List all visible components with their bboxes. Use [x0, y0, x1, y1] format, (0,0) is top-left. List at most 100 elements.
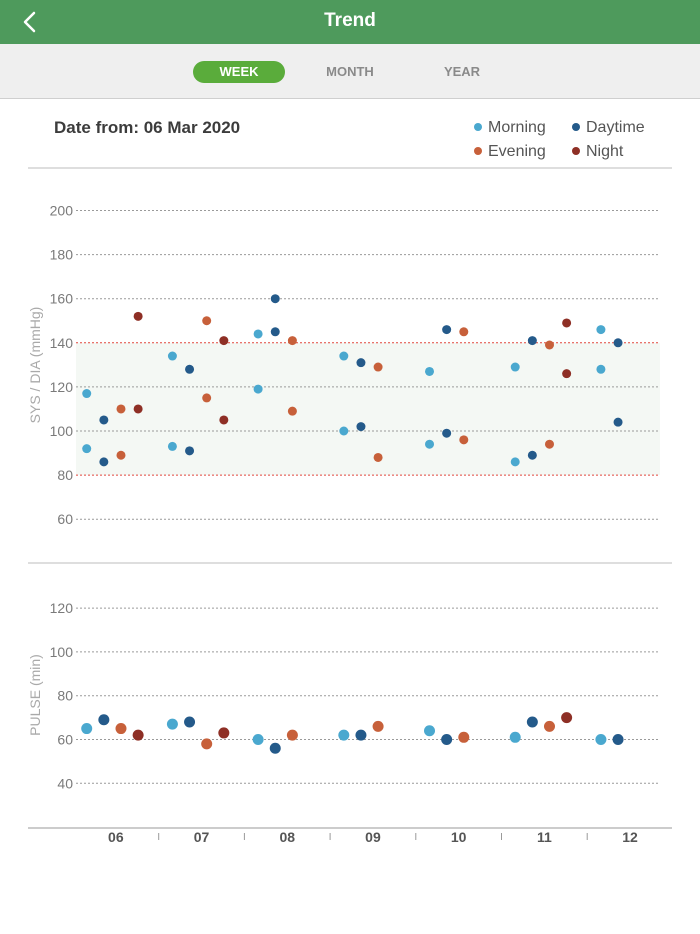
data-point-morning — [82, 444, 92, 454]
data-point-daytime — [269, 742, 281, 754]
data-point-evening — [458, 731, 470, 743]
data-point-daytime — [441, 734, 453, 745]
normal-range-band — [76, 342, 660, 476]
x-tick-label: 08 — [279, 829, 295, 845]
data-point-morning — [167, 351, 177, 361]
data-point-daytime — [185, 364, 195, 374]
data-point-daytime — [527, 336, 537, 346]
y-tick-label: 100 — [50, 423, 74, 439]
legend-morning-dot-icon — [474, 122, 482, 131]
data-point-evening — [373, 452, 383, 462]
data-point-night — [218, 727, 230, 739]
data-point-daytime — [184, 716, 196, 728]
data-point-night — [219, 415, 229, 425]
data-point-night — [562, 318, 572, 328]
data-point-morning — [425, 439, 435, 449]
y-tick-label: 180 — [50, 247, 74, 263]
data-point-daytime — [356, 358, 366, 368]
data-point-evening — [202, 393, 212, 403]
data-point-morning — [338, 729, 350, 741]
data-point-morning — [510, 362, 520, 372]
data-point-evening — [116, 404, 126, 414]
legend-daytime-label: Daytime — [586, 119, 645, 136]
legend-daytime-dot-icon — [572, 122, 580, 131]
data-point-night — [133, 311, 143, 321]
data-point-morning — [253, 384, 263, 394]
tab-year[interactable]: YEAR — [443, 64, 481, 79]
data-point-morning — [167, 441, 177, 451]
data-point-morning — [82, 389, 92, 399]
data-point-daytime — [270, 327, 280, 337]
legend-night-dot-icon — [572, 146, 580, 155]
date-from-label: Date from: 06 Mar 2020 — [54, 118, 241, 137]
data-point-morning — [510, 457, 520, 467]
data-point-morning — [595, 734, 607, 745]
data-point-daytime — [99, 457, 109, 467]
data-point-evening — [286, 729, 298, 741]
data-point-evening — [459, 435, 469, 445]
data-point-night — [133, 404, 143, 414]
x-tick-label: 11 — [537, 829, 552, 845]
header-bar: Trend — [0, 0, 700, 44]
data-point-morning — [166, 718, 178, 730]
data-point-evening — [287, 406, 297, 416]
y-tick-label: 120 — [50, 600, 74, 616]
x-tick-label: 10 — [451, 829, 467, 845]
data-point-evening — [201, 738, 213, 750]
y-tick-label: 100 — [50, 644, 74, 660]
data-point-evening — [115, 723, 127, 735]
data-point-night — [132, 729, 144, 741]
y-tick-label: 60 — [57, 511, 73, 527]
data-point-evening — [202, 316, 212, 326]
data-point-morning — [252, 734, 264, 745]
legend-night-label: Night — [586, 143, 624, 160]
data-point-night — [562, 369, 572, 379]
data-point-evening — [287, 336, 297, 346]
data-point-morning — [596, 325, 606, 335]
chevron-left-icon[interactable] — [16, 8, 44, 36]
data-point-evening — [543, 720, 555, 732]
data-point-morning — [339, 351, 349, 361]
y-axis-label: SYS / DIA (mmHg) — [27, 307, 43, 424]
legend-morning: Morning — [474, 118, 546, 138]
y-tick-label: 80 — [57, 467, 73, 483]
y-tick-label: 120 — [50, 379, 74, 395]
legend-evening-label: Evening — [488, 143, 546, 160]
data-point-morning — [596, 364, 606, 374]
data-point-daytime — [527, 450, 537, 460]
data-point-night — [561, 712, 573, 724]
data-point-morning — [424, 725, 436, 737]
y-tick-label: 200 — [50, 203, 74, 219]
data-point-daytime — [526, 716, 538, 728]
data-point-morning — [81, 723, 93, 735]
data-point-daytime — [356, 422, 366, 432]
tab-week[interactable]: WEEK — [193, 61, 285, 83]
data-point-evening — [373, 362, 383, 372]
legend-evening: Evening — [474, 142, 546, 162]
data-point-evening — [372, 720, 384, 732]
tab-month[interactable]: MONTH — [326, 64, 374, 79]
data-point-daytime — [613, 417, 623, 427]
x-tick-label: 09 — [365, 829, 381, 845]
data-point-daytime — [185, 446, 195, 456]
legend-evening-dot-icon — [474, 146, 482, 155]
data-point-morning — [339, 426, 349, 436]
data-point-night — [219, 336, 229, 346]
data-point-evening — [116, 450, 126, 460]
y-tick-label: 140 — [50, 335, 74, 351]
data-point-daytime — [442, 428, 452, 438]
legend-daytime: Daytime — [572, 118, 645, 138]
data-point-morning — [509, 731, 521, 743]
data-point-daytime — [270, 294, 280, 304]
y-tick-label: 80 — [57, 688, 73, 704]
page-title: Trend — [324, 10, 376, 31]
data-point-morning — [425, 366, 435, 376]
data-point-daytime — [613, 338, 623, 348]
y-tick-label: 160 — [50, 291, 74, 307]
data-point-evening — [544, 439, 554, 449]
data-point-evening — [544, 340, 554, 350]
x-tick-label: 12 — [622, 829, 638, 845]
legend-night: Night — [572, 142, 623, 162]
data-point-daytime — [99, 415, 109, 425]
